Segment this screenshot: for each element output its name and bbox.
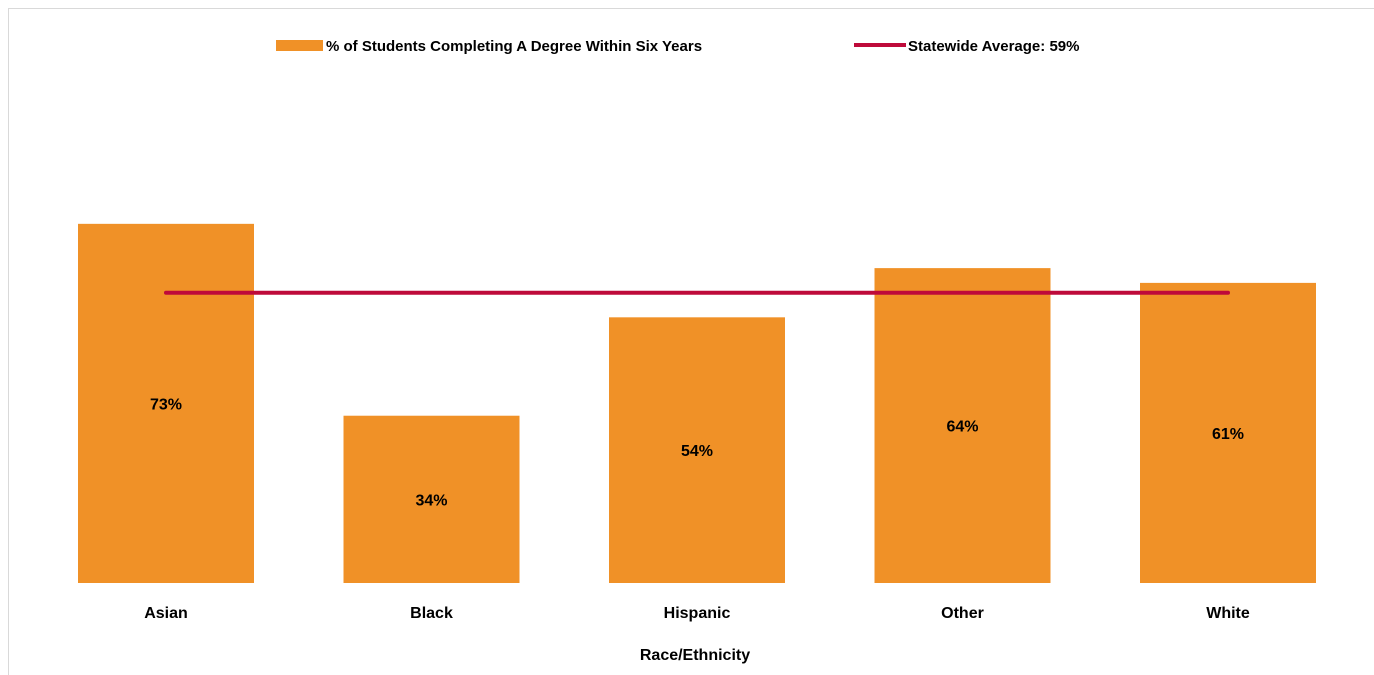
x-tick-asian: Asian [144,605,188,622]
x-tick-labels-group: Asian Black Hispanic Other White [144,605,1250,622]
x-axis-title: Race/Ethnicity [640,647,750,664]
legend-bar-label: % of Students Completing A Degree Within… [326,38,702,55]
bars-group [78,223,1316,583]
bar-hispanic [609,317,785,583]
bar-white [1140,282,1316,583]
data-label-other: 64% [946,419,978,436]
legend: % of Students Completing A Degree Within… [276,38,1079,55]
x-tick-hispanic: Hispanic [664,605,731,622]
bar-black [343,415,520,583]
data-label-asian: 73% [150,396,182,413]
data-label-hispanic: 54% [681,443,713,460]
bar-other [874,268,1051,583]
x-tick-black: Black [410,605,453,622]
x-tick-other: Other [941,605,984,622]
data-label-black: 34% [415,492,447,509]
bar-asian [78,223,254,583]
data-label-white: 61% [1212,426,1244,443]
legend-bar-swatch [276,40,323,51]
x-tick-white: White [1206,605,1250,622]
legend-line-label: Statewide Average: 59% [908,38,1079,55]
data-labels-group: 73% 34% 54% 64% 61% [150,396,1244,509]
